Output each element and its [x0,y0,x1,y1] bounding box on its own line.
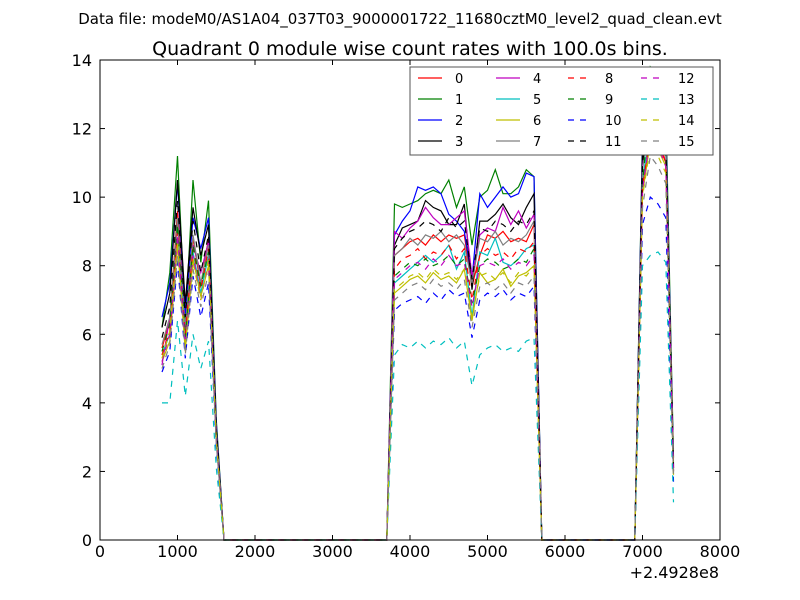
y-tick-label: 4 [82,394,92,413]
legend-label-7: 7 [533,135,541,150]
series-line-0 [161,134,675,541]
series-line-9 [161,97,675,541]
series-line-12 [161,133,675,541]
series-line-5 [161,127,675,541]
series-line-15 [161,154,675,541]
legend-label-14: 14 [678,114,695,129]
x-tick-label: 6000 [545,542,586,561]
legend-label-1: 1 [455,93,463,108]
series-line-6 [161,141,675,541]
x-tick-label: 4000 [390,542,431,561]
series-line-11 [161,106,675,541]
legend-label-15: 15 [678,135,695,150]
legend-label-13: 13 [678,93,695,108]
series-line-13 [162,251,675,541]
series-line-3 [161,99,675,541]
x-offset-label: +2.4928e8 [630,563,719,582]
x-tick-label: 0 [95,542,105,561]
legend-label-10: 10 [605,114,622,129]
legend-label-0: 0 [455,72,463,87]
legend-frame [409,66,714,156]
x-tick-label: 1000 [157,542,198,561]
y-tick-label: 6 [82,325,92,344]
series-line-8 [161,134,675,541]
file-name-suptitle: Data file: modeM0/AS1A04_037T03_90000017… [78,10,722,29]
y-tick-label: 14 [72,51,92,70]
y-tick-label: 10 [72,188,92,207]
legend-label-9: 9 [605,93,613,108]
x-tick-label: 8000 [700,542,741,561]
series-layer [161,65,675,541]
legend-label-5: 5 [533,93,541,108]
x-tick-label: 7000 [622,542,663,561]
y-tick-label: 8 [82,257,92,276]
series-line-4 [161,110,675,541]
axis-ticks: 0 1000 2000 3000 4000 5000 6000 7000 80000246810… [72,51,741,561]
y-tick-label: 0 [82,531,92,550]
x-tick-label: 2000 [235,542,276,561]
x-tick-label: 5000 [467,542,508,561]
series-line-10 [161,196,675,541]
legend-label-6: 6 [533,114,541,129]
y-tick-label: 12 [72,120,92,139]
legend-label-2: 2 [455,114,463,129]
x-tick-label: 3000 [312,542,353,561]
legend-label-12: 12 [678,72,695,87]
chart-title: Quadrant 0 module wise count rates with … [152,38,668,60]
series-line-7 [161,113,675,541]
legend-label-3: 3 [455,135,463,150]
series-line-14 [161,144,675,541]
legend-label-8: 8 [605,72,613,87]
legend-label-4: 4 [533,72,541,87]
y-tick-label: 2 [82,462,92,481]
legend-label-11: 11 [605,135,622,150]
